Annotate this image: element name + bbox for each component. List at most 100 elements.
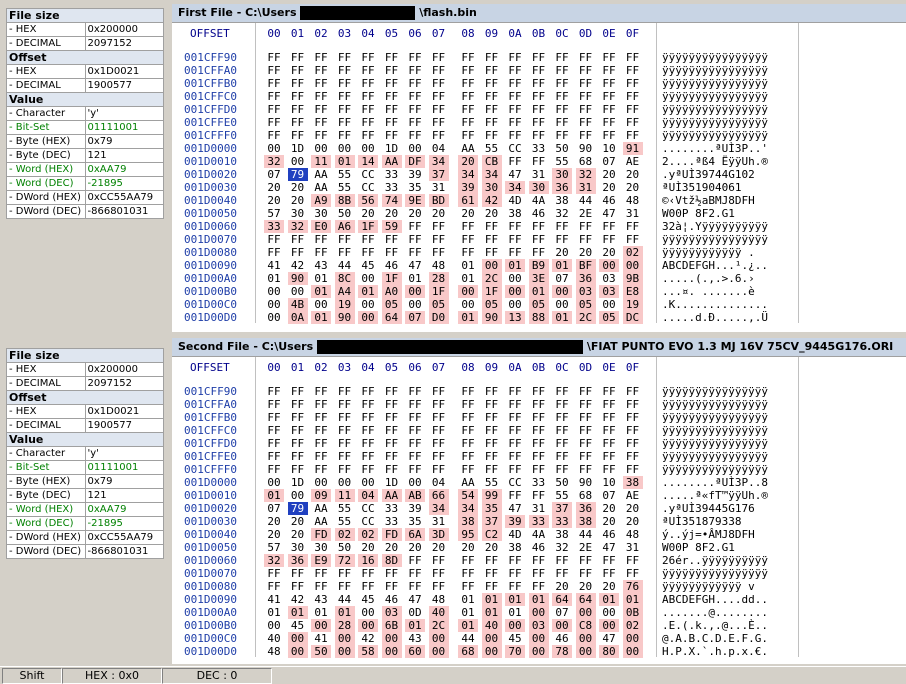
hex-byte[interactable]: 33 <box>384 515 399 528</box>
hex-byte[interactable]: 88 <box>528 311 549 324</box>
hex-byte[interactable]: 47 <box>508 502 522 515</box>
hex-byte[interactable]: 38 <box>508 541 522 554</box>
hex-byte[interactable]: FF <box>408 129 422 142</box>
hex-byte[interactable]: FF <box>625 90 640 103</box>
hex-byte[interactable]: FF <box>531 398 546 411</box>
hex-byte[interactable]: FF <box>408 437 422 450</box>
hex-byte[interactable]: 44 <box>578 528 593 541</box>
hex-byte[interactable]: 30 <box>552 168 572 181</box>
hex-byte[interactable]: FF <box>314 463 328 476</box>
hex-byte[interactable]: 64 <box>552 593 572 606</box>
hex-byte[interactable]: FF <box>508 233 522 246</box>
hex-byte[interactable]: 57 <box>267 207 281 220</box>
hex-byte[interactable]: FF <box>337 398 352 411</box>
hex-byte[interactable]: FF <box>484 463 499 476</box>
hex-byte[interactable]: 28 <box>428 272 449 285</box>
hex-byte[interactable]: 41 <box>267 259 281 272</box>
hex-byte[interactable]: FF <box>508 567 522 580</box>
hex-byte[interactable]: 20 <box>461 541 475 554</box>
hex-byte[interactable]: 20 <box>625 502 640 515</box>
hex-byte[interactable]: 46 <box>384 593 399 606</box>
hex-byte[interactable]: 19 <box>622 298 643 311</box>
hex-byte[interactable]: 00 <box>599 259 619 272</box>
hex-byte[interactable]: 43 <box>408 632 422 645</box>
hex-byte[interactable]: FF <box>384 450 399 463</box>
hex-byte[interactable]: FF <box>314 580 328 593</box>
hex-byte[interactable]: FF <box>602 411 616 424</box>
hex-byte[interactable]: 1D <box>290 476 305 489</box>
hex-byte[interactable]: 68 <box>458 645 478 658</box>
hex-byte[interactable]: FF <box>267 64 281 77</box>
hex-byte[interactable]: FF <box>484 385 499 398</box>
hex-byte[interactable]: FF <box>602 554 616 567</box>
hex-byte[interactable]: FF <box>408 64 422 77</box>
hex-byte[interactable]: 4D <box>508 194 522 207</box>
hex-byte[interactable]: FF <box>625 567 640 580</box>
hex-byte[interactable]: BD <box>428 194 449 207</box>
hex-byte[interactable]: FF <box>484 246 499 259</box>
hex-byte[interactable]: 20 <box>602 515 616 528</box>
hex-byte[interactable]: FD <box>311 528 331 541</box>
hex-byte[interactable]: FF <box>384 463 399 476</box>
hex-byte[interactable]: FF <box>361 103 375 116</box>
hex-byte[interactable]: FF <box>431 437 446 450</box>
hex-byte[interactable]: FF <box>461 129 475 142</box>
hex-byte[interactable]: 47 <box>408 593 422 606</box>
hex-byte[interactable]: 3E <box>528 272 549 285</box>
hex-byte[interactable]: A0 <box>381 285 402 298</box>
hex-byte[interactable]: FF <box>384 411 399 424</box>
hex-byte[interactable]: 14 <box>358 155 378 168</box>
hex-byte[interactable]: 01 <box>314 606 328 619</box>
hex-byte[interactable]: 55 <box>337 168 352 181</box>
hex-byte[interactable]: 1F <box>481 285 502 298</box>
hex-byte[interactable]: FF <box>531 77 546 90</box>
hex-byte[interactable]: FF <box>337 116 352 129</box>
hex-byte[interactable]: FF <box>555 77 569 90</box>
hex-byte[interactable]: AA <box>381 155 402 168</box>
hex-byte[interactable]: 55 <box>337 515 352 528</box>
hex-byte[interactable]: 30 <box>290 541 305 554</box>
hex-byte[interactable]: 01 <box>314 272 328 285</box>
hex-byte[interactable]: 48 <box>625 528 640 541</box>
hex-byte[interactable]: 0B <box>622 606 643 619</box>
hex-byte[interactable]: FF <box>431 246 446 259</box>
hex-byte[interactable]: 00 <box>528 606 549 619</box>
hex-byte[interactable]: 47 <box>602 541 616 554</box>
hex-row[interactable]: 001CFFB0 FF FF FF FF FF FF FF FF FF FF FF FF FF FF FF FF… <box>172 411 906 424</box>
hex-byte[interactable]: 07 <box>405 311 425 324</box>
hex-row[interactable]: 001CFFE0 FF FF FF FF FF FF FF FF FF FF FF FF FF FF FF FF… <box>172 450 906 463</box>
hex-byte[interactable]: FF <box>531 51 546 64</box>
hex-byte[interactable]: 95 <box>458 528 478 541</box>
hex-byte[interactable]: FF <box>625 411 640 424</box>
hex-byte[interactable]: 00 <box>314 476 328 489</box>
hex-byte[interactable]: FF <box>625 64 640 77</box>
hex-byte[interactable]: 07 <box>267 502 281 515</box>
hex-byte[interactable]: 20 <box>290 194 305 207</box>
hex-byte[interactable]: 00 <box>408 142 422 155</box>
hex-byte[interactable]: FF <box>461 437 475 450</box>
hex-byte[interactable]: 00 <box>381 645 402 658</box>
hex-byte[interactable]: 20 <box>602 580 616 593</box>
hex-byte[interactable]: 34 <box>458 168 478 181</box>
hex-byte[interactable]: 33 <box>384 181 399 194</box>
hex-byte[interactable]: 42 <box>481 194 502 207</box>
hex-byte[interactable]: FF <box>625 77 640 90</box>
hex-byte[interactable]: FF <box>484 51 499 64</box>
hex-byte[interactable]: 46 <box>602 528 616 541</box>
hex-byte[interactable]: 01 <box>461 606 475 619</box>
hex-row[interactable]: 001CFF90 FF FF FF FF FF FF FF FF FF FF FF FF FF FF FF FF… <box>172 385 906 398</box>
hex-byte[interactable]: FD <box>381 528 402 541</box>
hex-byte[interactable]: A9 <box>311 194 331 207</box>
hex-byte[interactable]: FF <box>314 103 328 116</box>
hex-byte[interactable]: 55 <box>337 181 352 194</box>
hex-byte[interactable]: 78 <box>552 645 572 658</box>
hex-byte[interactable]: FF <box>555 554 569 567</box>
hex-row[interactable]: 001D0030 20 20 AA 55 CC 33 35 31 39 30 34 30 36 31 20 20… <box>172 181 906 194</box>
hex-byte[interactable]: 8B <box>334 194 355 207</box>
hex-byte[interactable]: 20 <box>458 155 478 168</box>
hex-byte[interactable]: FF <box>602 51 616 64</box>
hex-byte[interactable]: FF <box>337 129 352 142</box>
hex-byte[interactable]: FF <box>408 51 422 64</box>
hex-byte[interactable]: 04 <box>358 489 378 502</box>
hex-byte[interactable]: 46 <box>602 194 616 207</box>
